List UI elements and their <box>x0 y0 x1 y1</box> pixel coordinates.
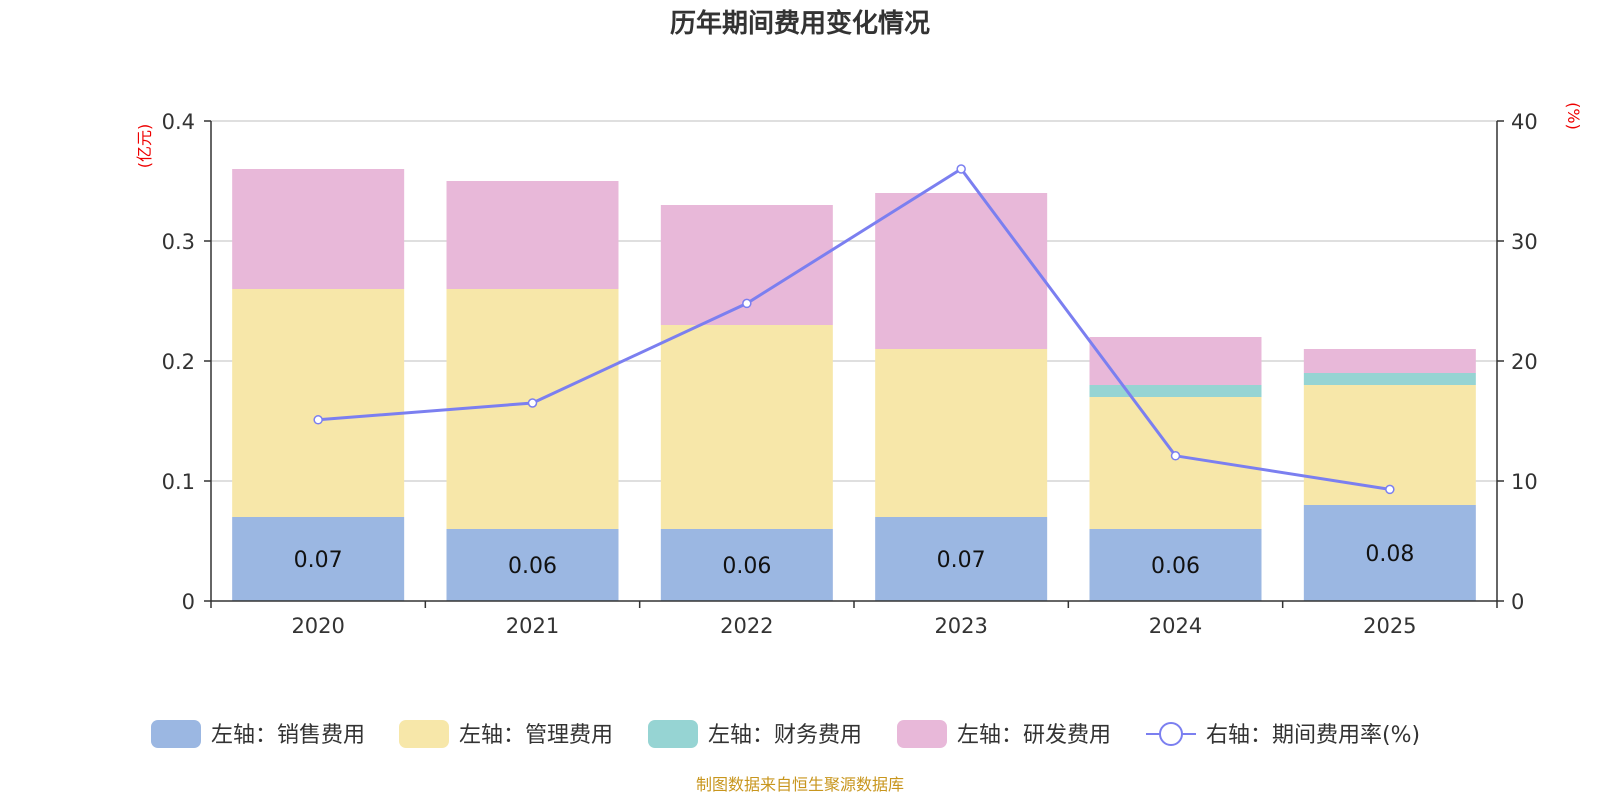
legend-item[interactable]: 左轴：销售费用 <box>151 720 365 748</box>
grid-lines <box>211 120 1497 482</box>
bar-data-label: 0.06 <box>508 554 557 579</box>
rate-line-point <box>1385 484 1395 495</box>
left-axis-unit: (亿元) <box>135 124 154 169</box>
rate-line-point <box>1170 451 1181 461</box>
x-axis-tick-label: 2023 <box>934 614 987 638</box>
legend-label: 左轴：管理费用 <box>459 723 613 748</box>
bar-segment <box>1089 337 1262 385</box>
legend-item[interactable]: 右轴：期间费用率(%) <box>1146 722 1420 748</box>
bar-segment <box>875 193 1048 349</box>
legend-marker-swatch <box>1159 722 1183 746</box>
legend-swatch <box>648 720 698 748</box>
bar-segment <box>1089 397 1262 529</box>
bar-segment <box>1089 529 1262 601</box>
bar-segment <box>660 325 833 529</box>
right-axis-tick-label: 0 <box>1511 590 1524 614</box>
legend-item[interactable]: 左轴：管理费用 <box>399 720 613 748</box>
legend: 左轴：销售费用 左轴：管理费用 左轴：财务费用 左轴：研发费用 右轴：期间费用率(%) <box>151 720 1420 748</box>
left-axis-tick-label: 0.1 <box>162 470 195 494</box>
left-axis-tick-label: 0.3 <box>162 230 195 254</box>
bar-segment <box>446 289 619 529</box>
legend-label: 左轴：销售费用 <box>211 723 365 748</box>
rate-line <box>313 164 1395 495</box>
right-axis-unit: (%) <box>1564 102 1583 130</box>
bar-segment <box>1303 349 1476 373</box>
bar-data-label: 0.06 <box>722 554 771 579</box>
bar-segment <box>875 517 1048 601</box>
axes: 0 0.1 0.2 0.3 0.4 0 10 20 30 40 2020 2021 2022 2023 20… <box>162 110 1538 638</box>
bar-segment <box>660 529 833 601</box>
bar-data-label: 0.07 <box>294 548 343 573</box>
bar-segment <box>232 289 405 517</box>
rate-line-point <box>742 298 752 309</box>
legend-swatch <box>151 720 201 748</box>
rate-line-path <box>318 166 1391 491</box>
legend-item[interactable]: 左轴：研发费用 <box>897 720 1111 748</box>
bar-segment <box>232 517 405 601</box>
bar-segment <box>875 349 1048 517</box>
legend-swatch <box>897 720 947 748</box>
rate-line-point <box>313 415 323 425</box>
rate-line-point <box>956 164 966 174</box>
left-axis-tick-label: 0 <box>182 590 195 614</box>
x-axis-tick-label: 2021 <box>506 614 559 638</box>
legend-swatch <box>399 720 449 748</box>
legend-label: 左轴：研发费用 <box>957 723 1111 748</box>
chart-title: 历年期间费用变化情况 <box>670 8 930 39</box>
x-axis-tick-label: 2020 <box>291 614 344 638</box>
legend-item[interactable]: 左轴：财务费用 <box>648 720 862 748</box>
x-axis-tick-label: 2022 <box>720 614 773 638</box>
rate-line-point <box>527 398 538 408</box>
x-axis-tick-label: 2024 <box>1149 614 1202 638</box>
right-axis-tick-label: 40 <box>1511 110 1538 134</box>
bar-segment <box>446 529 619 601</box>
bar-segment <box>1089 385 1262 397</box>
source-note: 制图数据来自恒生聚源数据库 <box>696 775 904 794</box>
bar-data-label: 0.08 <box>1365 542 1414 567</box>
left-axis-tick-label: 0.2 <box>162 350 195 374</box>
bar-data-label: 0.07 <box>937 548 986 573</box>
legend-label: 右轴：期间费用率(%) <box>1206 723 1420 748</box>
left-axis-tick-label: 0.4 <box>162 110 195 134</box>
right-axis-tick-label: 20 <box>1511 350 1538 374</box>
bar-segment <box>1303 505 1476 601</box>
bar-segment <box>446 181 619 289</box>
bar-data-label: 0.06 <box>1151 554 1200 579</box>
x-axis-tick-label: 2025 <box>1363 614 1416 638</box>
bar-segment <box>1303 373 1476 385</box>
legend-label: 左轴：财务费用 <box>708 723 862 748</box>
right-axis-tick-label: 30 <box>1511 230 1538 254</box>
bar-segment <box>232 169 405 289</box>
right-axis-tick-label: 10 <box>1511 470 1538 494</box>
bars: 0.07 0.06 0.06 0.07 0.06 0.08 <box>232 169 1476 601</box>
